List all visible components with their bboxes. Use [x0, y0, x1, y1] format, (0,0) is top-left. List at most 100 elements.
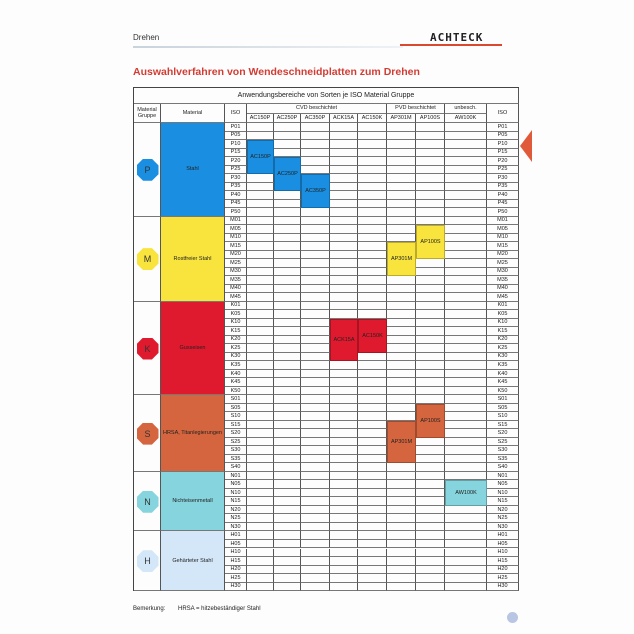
grid-cell: [330, 123, 358, 132]
grid-cell: [416, 522, 445, 532]
grid-cell: [416, 395, 445, 404]
grid-cell: [387, 284, 416, 294]
grid-cell: [301, 574, 330, 583]
iso-code-right: M01: [487, 216, 519, 226]
grid-cell: [445, 361, 487, 370]
grid-cell: [387, 344, 416, 353]
grid-cell: [247, 301, 274, 311]
grid-cell: [330, 225, 358, 234]
grid-cell: [358, 522, 387, 532]
grid-cell: [387, 225, 416, 234]
grid-cell: [330, 480, 358, 489]
grid-cell: [301, 335, 330, 345]
grid-cell: [330, 582, 358, 592]
section-header: Drehen: [133, 33, 160, 42]
iso-code-right: K25: [487, 344, 519, 353]
grid-cell: [416, 182, 445, 192]
grid-cell: [387, 174, 416, 183]
grid-cell: [274, 539, 301, 549]
grid-cell: [274, 259, 301, 268]
grid-cell: [387, 574, 416, 583]
grid-cell: [301, 446, 330, 455]
grid-cell: [301, 505, 330, 515]
grid-cell: [358, 242, 387, 251]
grid-cell: [301, 267, 330, 277]
grid-cell: [247, 386, 274, 396]
grid-cell: [330, 301, 358, 311]
grade-range-ap100s: AP100S: [416, 225, 445, 260]
grid-cell: [247, 548, 274, 557]
grid-cell: [330, 216, 358, 226]
grid-cell: [387, 310, 416, 319]
grid-cell: [358, 463, 387, 472]
grid-cell: [416, 454, 445, 464]
material-group-cell: [134, 123, 161, 217]
grid-cell: [445, 165, 487, 175]
material-cell-m: Rostfreier Stahl: [161, 216, 225, 302]
chapter-tab-marker: [520, 130, 532, 162]
grid-cell: [330, 454, 358, 464]
grid-cell: [301, 310, 330, 319]
iso-code-left: S05: [225, 403, 247, 413]
grid-cell: [274, 140, 301, 149]
grid-cell: [387, 318, 416, 328]
grid-cell: [358, 531, 387, 540]
grid-cell: [445, 140, 487, 149]
header-iso-left: ISO: [225, 104, 247, 123]
grid-cell: [387, 361, 416, 370]
grid-cell: [416, 548, 445, 557]
grid-cell: [330, 276, 358, 285]
iso-code-right: N20: [487, 505, 519, 515]
grid-cell: [358, 233, 387, 243]
grid-cell: [301, 539, 330, 549]
grid-cell: [301, 463, 330, 472]
header-grade-aw100k: AW100K: [445, 114, 487, 123]
grid-cell: [445, 148, 487, 158]
grid-cell: [330, 233, 358, 243]
grid-cell: [358, 574, 387, 583]
grid-cell: [387, 514, 416, 523]
grid-cell: [247, 344, 274, 353]
grid-cell: [445, 412, 487, 421]
iso-code-left: H20: [225, 565, 247, 575]
iso-code-right: P45: [487, 199, 519, 209]
grid-cell: [416, 123, 445, 132]
grid-cell: [387, 386, 416, 396]
grid-cell: [247, 539, 274, 549]
grid-cell: [301, 582, 330, 592]
grid-cell: [358, 539, 387, 549]
material-group-icon-k: K: [136, 337, 159, 360]
grid-cell: [330, 267, 358, 277]
material-group-icon-s: S: [136, 422, 159, 445]
grid-cell: [274, 267, 301, 277]
grid-cell: [330, 403, 358, 413]
grid-cell: [416, 276, 445, 285]
grid-cell: [445, 131, 487, 140]
grid-cell: [274, 352, 301, 362]
grid-cell: [247, 429, 274, 438]
material-group-cell: [134, 216, 161, 302]
grid-cell: [387, 165, 416, 175]
grid-cell: [445, 352, 487, 362]
material-group-cell: [134, 471, 161, 532]
grid-cell: [416, 267, 445, 277]
iso-code-left: P01: [225, 123, 247, 132]
grid-cell: [387, 148, 416, 158]
grid-cell: [358, 148, 387, 158]
iso-code-right: M30: [487, 267, 519, 277]
iso-code-left: P20: [225, 157, 247, 166]
grid-cell: [247, 522, 274, 532]
grid-cell: [274, 429, 301, 438]
grid-cell: [330, 378, 358, 387]
iso-code-left: P35: [225, 182, 247, 192]
grid-cell: [416, 446, 445, 455]
iso-code-right: S20: [487, 429, 519, 438]
grid-cell: [330, 284, 358, 294]
grade-range-ap301m: AP301M: [387, 242, 416, 277]
grid-cell: [274, 208, 301, 217]
grid-cell: [301, 327, 330, 336]
material-group-icon-p: P: [136, 158, 159, 181]
grid-cell: [301, 378, 330, 387]
iso-code-left: K20: [225, 335, 247, 345]
grid-cell: [358, 208, 387, 217]
